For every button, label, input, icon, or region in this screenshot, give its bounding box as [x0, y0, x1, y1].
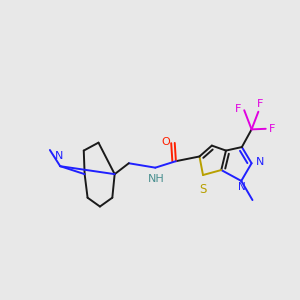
Text: NH: NH — [148, 174, 165, 184]
Text: F: F — [256, 99, 263, 109]
Text: F: F — [269, 124, 276, 134]
Text: N: N — [238, 182, 246, 192]
Text: F: F — [235, 104, 241, 114]
Text: N: N — [55, 151, 63, 161]
Text: S: S — [199, 183, 207, 196]
Text: N: N — [256, 157, 265, 167]
Text: O: O — [161, 137, 170, 147]
